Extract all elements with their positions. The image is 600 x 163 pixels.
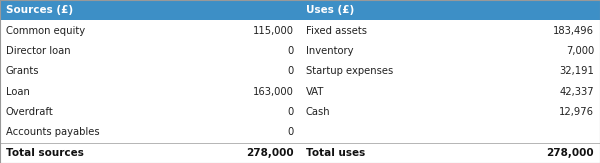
Text: Common equity: Common equity <box>6 26 85 36</box>
Text: 163,000: 163,000 <box>253 87 294 97</box>
Text: 183,496: 183,496 <box>553 26 594 36</box>
Text: 32,191: 32,191 <box>559 66 594 76</box>
Text: 42,337: 42,337 <box>559 87 594 97</box>
Text: VAT: VAT <box>306 87 325 97</box>
Text: Director loan: Director loan <box>6 46 71 56</box>
Text: Overdraft: Overdraft <box>6 107 54 117</box>
Text: Sources (£): Sources (£) <box>6 5 73 15</box>
Text: Accounts payables: Accounts payables <box>6 127 100 137</box>
Bar <box>0 0 600 20</box>
Text: 0: 0 <box>288 46 294 56</box>
Text: 115,000: 115,000 <box>253 26 294 36</box>
Text: Total uses: Total uses <box>306 148 365 158</box>
Text: Inventory: Inventory <box>306 46 353 56</box>
Text: Cash: Cash <box>306 107 331 117</box>
Text: 0: 0 <box>288 107 294 117</box>
Text: Startup expenses: Startup expenses <box>306 66 393 76</box>
Text: Grants: Grants <box>6 66 40 76</box>
Text: 278,000: 278,000 <box>547 148 594 158</box>
Text: Loan: Loan <box>6 87 30 97</box>
Text: Uses (£): Uses (£) <box>306 5 354 15</box>
Text: 7,000: 7,000 <box>566 46 594 56</box>
Text: 278,000: 278,000 <box>247 148 294 158</box>
Text: 0: 0 <box>288 127 294 137</box>
Text: Fixed assets: Fixed assets <box>306 26 367 36</box>
Text: Total sources: Total sources <box>6 148 84 158</box>
Text: 12,976: 12,976 <box>559 107 594 117</box>
Text: 0: 0 <box>288 66 294 76</box>
